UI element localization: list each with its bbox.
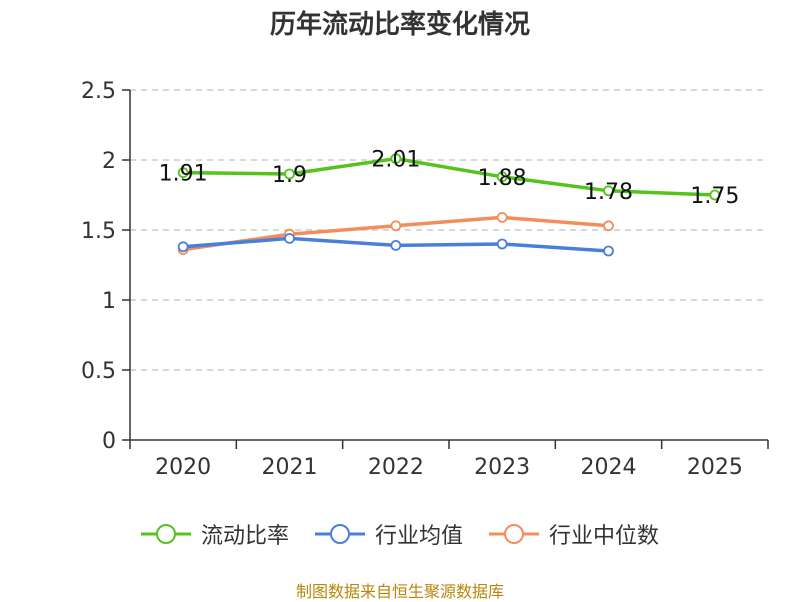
- series-1-point-2020: [177, 241, 189, 253]
- legend-item-industry-mean[interactable]: 行业均值: [314, 518, 463, 550]
- y-tick-label-5: 2.5: [81, 79, 116, 104]
- series-2-point-2023: [496, 211, 508, 223]
- series-0-point-2020: [177, 167, 189, 179]
- data-label-2024: 1.78: [584, 180, 633, 205]
- x-tick-label-2020: 2020: [155, 455, 211, 480]
- legend-marker-industry-mean: [314, 524, 365, 544]
- legend: 流动比率 行业均值 行业中位数: [0, 518, 800, 550]
- series-1-point-2023: [496, 238, 508, 250]
- x-tick-label-2022: 2022: [368, 455, 424, 480]
- data-label-2020: 1.91: [159, 162, 208, 187]
- series-0-point-2021: [284, 168, 295, 180]
- legend-marker-industry-median: [489, 524, 539, 544]
- y-tick-label-1: 0.5: [81, 359, 116, 384]
- x-tick-label-2024: 2024: [581, 455, 637, 480]
- y-tick-label-4: 2: [102, 149, 116, 174]
- x-tick-label-2021: 2021: [262, 455, 318, 480]
- grid-lines: [130, 89, 768, 371]
- legend-label-industry-mean: 行业均值: [374, 524, 463, 549]
- data-label-2023: 1.88: [478, 166, 527, 191]
- series-2-point-2024: [603, 220, 614, 232]
- y-tick-label-0: 0: [102, 429, 116, 454]
- series-2-point-2022: [390, 220, 402, 232]
- series-0-point-2025: [709, 189, 721, 201]
- legend-item-current-ratio[interactable]: 流动比率: [140, 518, 289, 550]
- series-1-point-2022: [390, 239, 402, 251]
- series-0-point-2023: [496, 171, 508, 183]
- legend-label-current-ratio: 流动比率: [200, 524, 289, 549]
- series-0-point-2022: [390, 153, 402, 165]
- legend-label-industry-median: 行业中位数: [549, 524, 660, 549]
- series: [177, 153, 721, 257]
- chart-title: 历年流动比率变化情况: [269, 10, 530, 40]
- y-tick-label-3: 1.5: [81, 219, 116, 244]
- data-label-2021: 1.9: [272, 163, 307, 188]
- data-label-2025: 1.75: [690, 184, 739, 209]
- legend-marker-current-ratio: [140, 524, 191, 544]
- y-tick-label-2: 1: [102, 289, 116, 314]
- series-1-point-2024: [603, 245, 614, 257]
- axes: 0 0.5 1 1.5 2 2.5 2020 2021 2022 2023 2024 2025: [81, 79, 769, 480]
- source-note: 制图数据来自恒生聚源数据库: [295, 582, 504, 601]
- legend-item-industry-median[interactable]: 行业中位数: [489, 518, 659, 550]
- data-label-2022: 2.01: [371, 148, 420, 173]
- series-1-point-2021: [284, 232, 295, 244]
- series-0-point-2024: [603, 185, 614, 197]
- series-line-0: [183, 156, 715, 197]
- x-tick-label-2025: 2025: [687, 455, 743, 480]
- data-labels: 1.91 1.9 2.01 1.88 1.78 1.75: [159, 148, 740, 209]
- x-tick-label-2023: 2023: [474, 455, 530, 480]
